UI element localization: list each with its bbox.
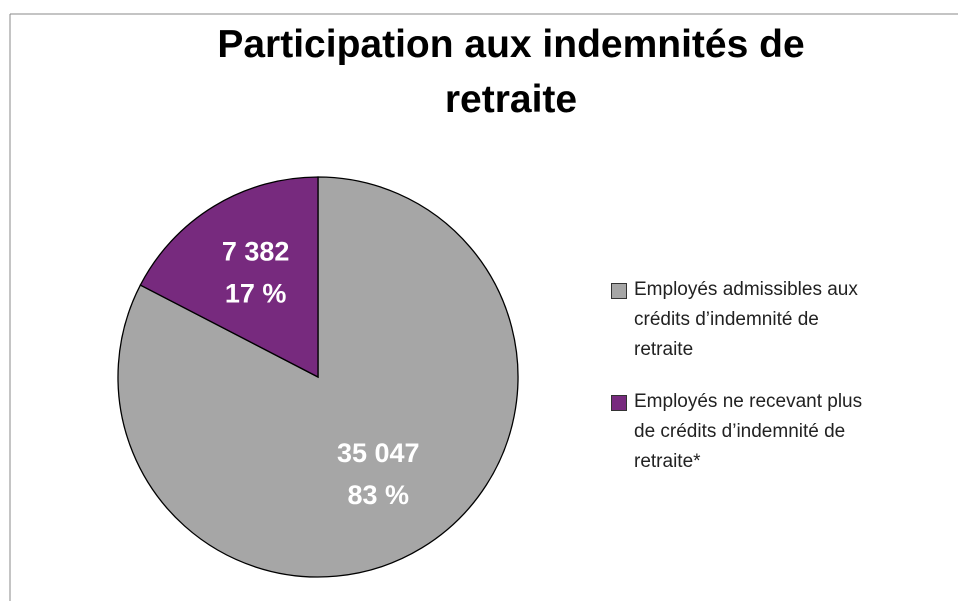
pie-slice [139, 176, 319, 379]
legend-swatch [611, 395, 627, 411]
percent-label: 83 % [348, 480, 410, 510]
legend-label: Employés admissibles aux crédits d’indem… [634, 279, 858, 360]
data-label: 7 382 [222, 237, 290, 267]
chart-title: Participation aux indemnités de retraite [217, 23, 804, 121]
percent-label: 17 % [225, 279, 287, 309]
data-label: 35 047 [337, 438, 420, 468]
legend-label: Employés ne recevant plus de crédits d’i… [634, 391, 863, 472]
legend-swatch [611, 283, 627, 299]
